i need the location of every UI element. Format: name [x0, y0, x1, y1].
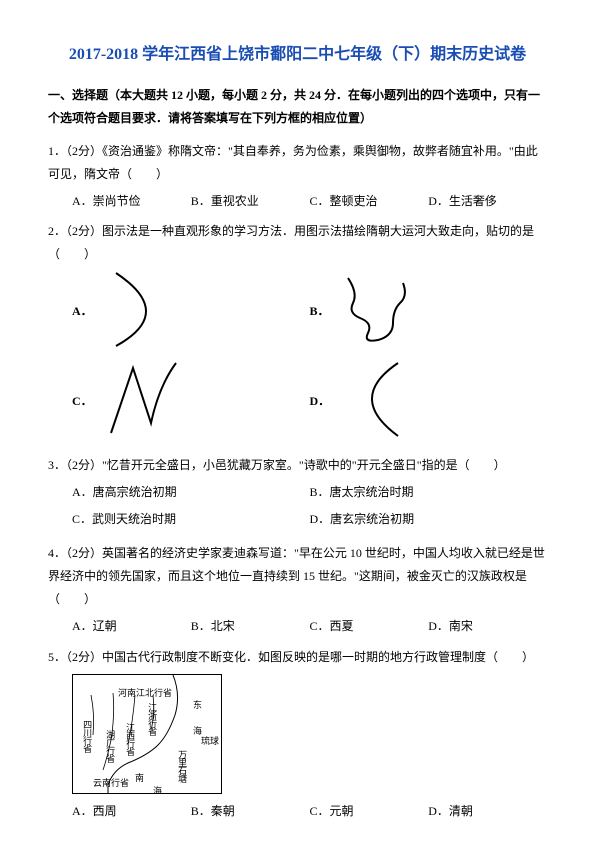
q4-opt-b: B．北宋 [191, 615, 310, 638]
q4-options: A．辽朝 B．北宋 C．西夏 D．南宋 [48, 615, 547, 638]
curve-c-icon [101, 358, 191, 443]
q1-opt-d: D．生活奢侈 [428, 190, 547, 213]
q5-stem: 5．（2分）中国古代行政制度不断变化．如图反映的是哪一时期的地方行政管理制度（ … [48, 646, 547, 669]
map-label: 东 [193, 697, 202, 714]
q1-opt-a: A．崇尚节俭 [72, 190, 191, 213]
curve-c-path [111, 363, 176, 433]
curve-d-path [372, 363, 398, 436]
q3-opt-d: D．唐玄宗统治初期 [310, 508, 548, 531]
q3-opt-c: C．武则天统治时期 [72, 508, 310, 531]
section-header: 一、选择题（本大题共 12 小题，每小题 2 分，共 24 分．在每小题列出的四… [48, 84, 547, 130]
question-2: 2．（2分）图示法是一种直观形象的学习方法．用图示法描绘隋朝大运河大致走向，贴切… [48, 220, 547, 446]
map-label: 江西行省 [121, 723, 138, 755]
q3-opt-b: B．唐太宗统治时期 [310, 481, 548, 504]
q5-opt-c: C．元朝 [310, 800, 429, 823]
map-label: 河南江北行省 [118, 685, 172, 702]
q1-stem: 1．（2分）《资治通鉴》称隋文帝："其自奉养，务为俭素，乘舆御物，故弊者随宜补用… [48, 140, 547, 186]
curve-a-path [116, 273, 146, 346]
q1-opt-c: C．整顿吏治 [310, 190, 429, 213]
q4-opt-c: C．西夏 [310, 615, 429, 638]
question-4: 4．（2分）英国著名的经济史学家麦迪森写道："早在公元 10 世纪时，中国人均收… [48, 542, 547, 637]
map-label: 江浙行省 [143, 703, 160, 735]
curve-b-path [348, 278, 405, 341]
q2-opt-a-label: A． [72, 300, 93, 323]
map-label: 云南行省 [93, 775, 129, 792]
q4-opt-a: A．辽朝 [72, 615, 191, 638]
q5-opt-d: D．清朝 [428, 800, 547, 823]
q1-options: A．崇尚节俭 B．重视农业 C．整顿吏治 D．生活奢侈 [48, 190, 547, 213]
q2-curve-options: A． B． C． D． [48, 266, 547, 446]
q5-map-wrap: 河南江北行省四川行省江浙行省江西行省湖广行省云南行省东海琉球万里石塘南海 [48, 674, 547, 794]
q2-opt-a-wrap: A． [72, 266, 310, 356]
map-label: 万里石塘 [173, 750, 190, 782]
curve-d-icon [338, 358, 428, 443]
q3-stem: 3．（2分）"忆昔开元全盛日，小邑犹藏万家室。"诗歌中的"开元全盛日"指的是（ … [48, 454, 547, 477]
q2-opt-d-label: D． [310, 390, 331, 413]
q3-options: A．唐高宗统治初期 B．唐太宗统治时期 C．武则天统治时期 D．唐玄宗统治初期 [48, 481, 547, 535]
curve-a-icon [101, 268, 191, 353]
q2-stem: 2．（2分）图示法是一种直观形象的学习方法．用图示法描绘隋朝大运河大致走向，贴切… [48, 220, 547, 266]
map-label: 南 [135, 770, 144, 787]
q2-opt-b-wrap: B． [310, 266, 548, 356]
q3-opt-a: A．唐高宗统治初期 [72, 481, 310, 504]
q2-opt-d-wrap: D． [310, 356, 548, 446]
map-label: 湖广行省 [101, 730, 118, 762]
map-label: 海 [153, 783, 162, 794]
page-title: 2017-2018 学年江西省上饶市鄱阳二中七年级（下）期末历史试卷 [48, 40, 547, 70]
map-figure: 河南江北行省四川行省江浙行省江西行省湖广行省云南行省东海琉球万里石塘南海 [72, 674, 222, 794]
question-1: 1．（2分）《资治通鉴》称隋文帝："其自奉养，务为俭素，乘舆御物，故弊者随宜补用… [48, 140, 547, 212]
q2-opt-b-label: B． [310, 300, 330, 323]
q4-stem: 4．（2分）英国著名的经济史学家麦迪森写道："早在公元 10 世纪时，中国人均收… [48, 542, 547, 610]
q1-opt-b: B．重视农业 [191, 190, 310, 213]
map-label: 琉球 [201, 733, 219, 750]
q2-opt-c-wrap: C． [72, 356, 310, 446]
q4-opt-d: D．南宋 [428, 615, 547, 638]
q5-opt-a: A．西周 [72, 800, 191, 823]
question-5: 5．（2分）中国古代行政制度不断变化．如图反映的是哪一时期的地方行政管理制度（ … [48, 646, 547, 824]
map-label: 四川行省 [78, 720, 95, 752]
question-3: 3．（2分）"忆昔开元全盛日，小邑犹藏万家室。"诗歌中的"开元全盛日"指的是（ … [48, 454, 547, 534]
curve-b-icon [338, 268, 428, 353]
q5-options: A．西周 B．秦朝 C．元朝 D．清朝 [48, 800, 547, 823]
q5-opt-b: B．秦朝 [191, 800, 310, 823]
q2-opt-c-label: C． [72, 390, 93, 413]
